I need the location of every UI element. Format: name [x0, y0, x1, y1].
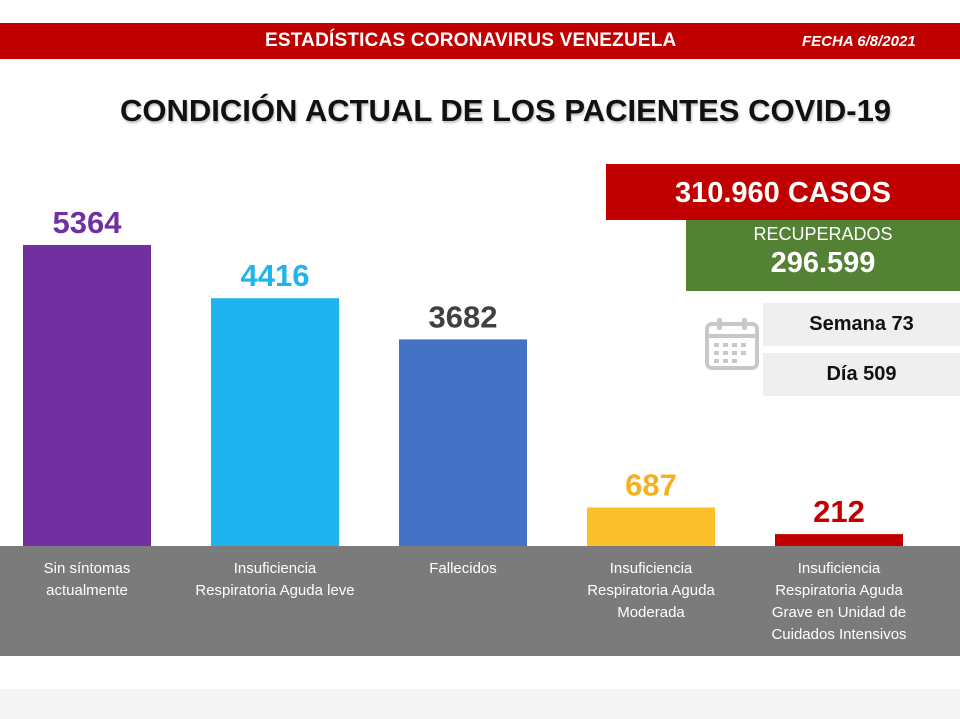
- category-label-line: Insuficiencia: [233, 560, 317, 577]
- bar-value-label-2: 3682: [429, 299, 498, 334]
- category-label-line: Insuficiencia: [797, 560, 881, 577]
- category-label-2: Fallecidos: [368, 558, 558, 580]
- recovered-label: RECUPERADOS: [753, 224, 893, 244]
- total-cases-box: 310.960 CASOS: [606, 164, 960, 220]
- category-label-line: Respiratoria Aguda leve: [195, 582, 355, 599]
- week-counter: Semana 73: [763, 303, 960, 346]
- category-label-line: Respiratoria Aguda: [775, 582, 903, 599]
- bar-1: [211, 298, 339, 546]
- category-label-3: Insuficiencia Respiratoria Aguda Moderada: [556, 558, 746, 624]
- category-label-line: Sin síntomas: [43, 560, 131, 577]
- category-label-line: Insuficiencia: [609, 560, 693, 577]
- header-title: ESTADÍSTICAS CORONAVIRUS VENEZUELA: [265, 30, 677, 51]
- bar-value-label-0: 5364: [53, 205, 123, 240]
- category-label-line: Grave en Unidad de: [771, 604, 907, 621]
- calendar-icon: [703, 316, 761, 374]
- category-label-line: actualmente: [46, 582, 128, 599]
- category-label-1: Insuficiencia Respiratoria Aguda leve: [180, 558, 370, 602]
- category-label-line: Cuidados Intensivos: [771, 626, 907, 643]
- bar-value-label-3: 687: [625, 467, 677, 502]
- day-counter: Día 509: [763, 353, 960, 396]
- header-bar: ESTADÍSTICAS CORONAVIRUS VENEZUELA FECHA…: [0, 23, 960, 59]
- footer-strip: [0, 689, 960, 719]
- category-label-line: Respiratoria Aguda: [587, 582, 715, 599]
- recovered-box: RECUPERADOS 296.599: [686, 220, 960, 291]
- category-label-4: Insuficiencia Respiratoria Aguda Grave en …: [744, 558, 934, 646]
- recovered-value: 296.599: [770, 247, 876, 279]
- header-date: FECHA 6/8/2021: [802, 33, 916, 50]
- bar-value-label-1: 4416: [241, 258, 310, 293]
- bar-4: [775, 534, 903, 546]
- bar-value-label-4: 212: [813, 494, 865, 529]
- chart-title: CONDICIÓN ACTUAL DE LOS PACIENTES COVID-…: [120, 93, 892, 128]
- category-label-line: Fallecidos: [429, 560, 497, 577]
- bar-3: [587, 507, 715, 546]
- category-label-line: Moderada: [617, 604, 685, 621]
- category-labels-band: Sin síntomas actualmente Insuficiencia Resp…: [0, 546, 960, 656]
- category-label-0: Sin síntomas actualmente: [0, 558, 182, 602]
- bar-0: [23, 245, 151, 546]
- bar-2: [399, 339, 527, 546]
